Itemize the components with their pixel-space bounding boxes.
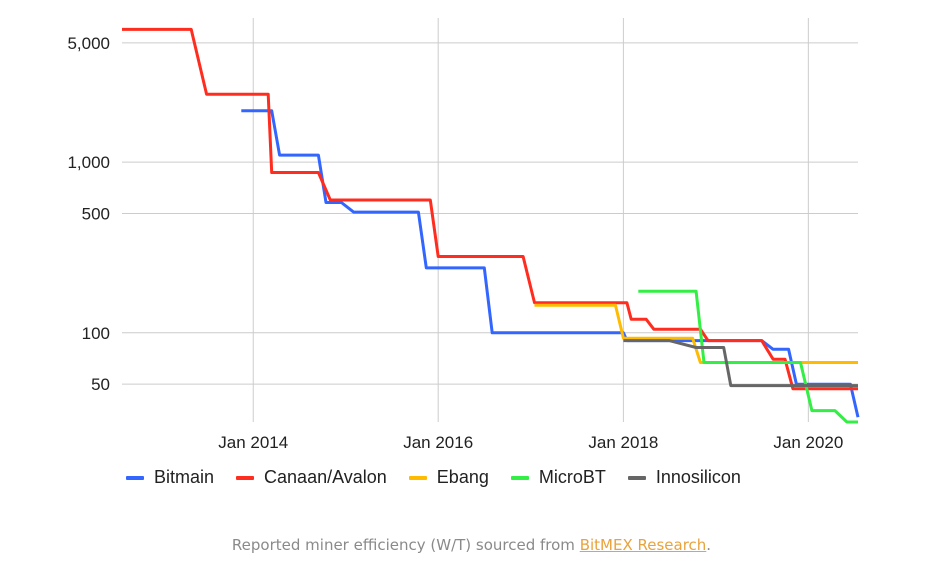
- legend-label-bitmain: Bitmain: [154, 467, 215, 487]
- chart-caption: Reported miner efficiency (W/T) sourced …: [0, 536, 943, 554]
- legend-item-microbt[interactable]: MicroBT: [510, 467, 606, 488]
- x-axis-ticks: Jan 2014 Jan 2016 Jan 2018 Jan 2020: [218, 433, 843, 452]
- legend-swatch-bitmain: [126, 475, 144, 480]
- legend-swatch-canaan: [236, 475, 255, 480]
- y-tick-label: 1,000: [67, 153, 110, 172]
- legend-label-canaan: Canaan/Avalon: [264, 467, 387, 487]
- legend-swatch-ebang: [408, 475, 427, 480]
- legend-label-ebang: Ebang: [436, 467, 489, 487]
- legend-swatch-microbt: [510, 475, 529, 480]
- y-tick-label: 50: [91, 375, 110, 394]
- y-tick-label: 500: [82, 205, 110, 224]
- series-line-canaan-avalon: [122, 27, 858, 391]
- legend-item-ebang[interactable]: Ebang: [408, 467, 489, 488]
- legend-item-bitmain[interactable]: Bitmain: [126, 467, 214, 488]
- legend-swatch-innosilicon: [627, 475, 646, 480]
- x-tick-label: Jan 2018: [588, 433, 658, 452]
- legend-item-innosilicon[interactable]: Innosilicon: [627, 467, 741, 488]
- legend-label-microbt: MicroBT: [538, 467, 606, 487]
- x-tick-label: Jan 2016: [403, 433, 473, 452]
- series-line-microbt: [638, 289, 858, 424]
- grid-lines: [122, 18, 858, 422]
- x-tick-label: Jan 2020: [773, 433, 843, 452]
- legend-label-innosilicon: Innosilicon: [655, 467, 741, 487]
- y-axis-ticks: 5,000 1,000 500 100 50: [67, 34, 110, 394]
- series-lines: [122, 27, 860, 424]
- series-line-bitmain: [241, 109, 860, 418]
- bitmex-research-link[interactable]: BitMEX Research: [579, 536, 707, 554]
- y-tick-label: 100: [82, 324, 110, 343]
- legend: Bitmain Canaan/Avalon Ebang MicroBT Inno…: [126, 467, 763, 488]
- y-tick-label: 5,000: [67, 34, 110, 53]
- legend-item-canaan[interactable]: Canaan/Avalon: [236, 467, 387, 488]
- series-line-innosilicon: [623, 339, 858, 388]
- caption-suffix: .: [706, 536, 712, 554]
- caption-prefix: Reported miner efficiency (W/T) sourced …: [231, 536, 580, 554]
- x-tick-label: Jan 2014: [218, 433, 288, 452]
